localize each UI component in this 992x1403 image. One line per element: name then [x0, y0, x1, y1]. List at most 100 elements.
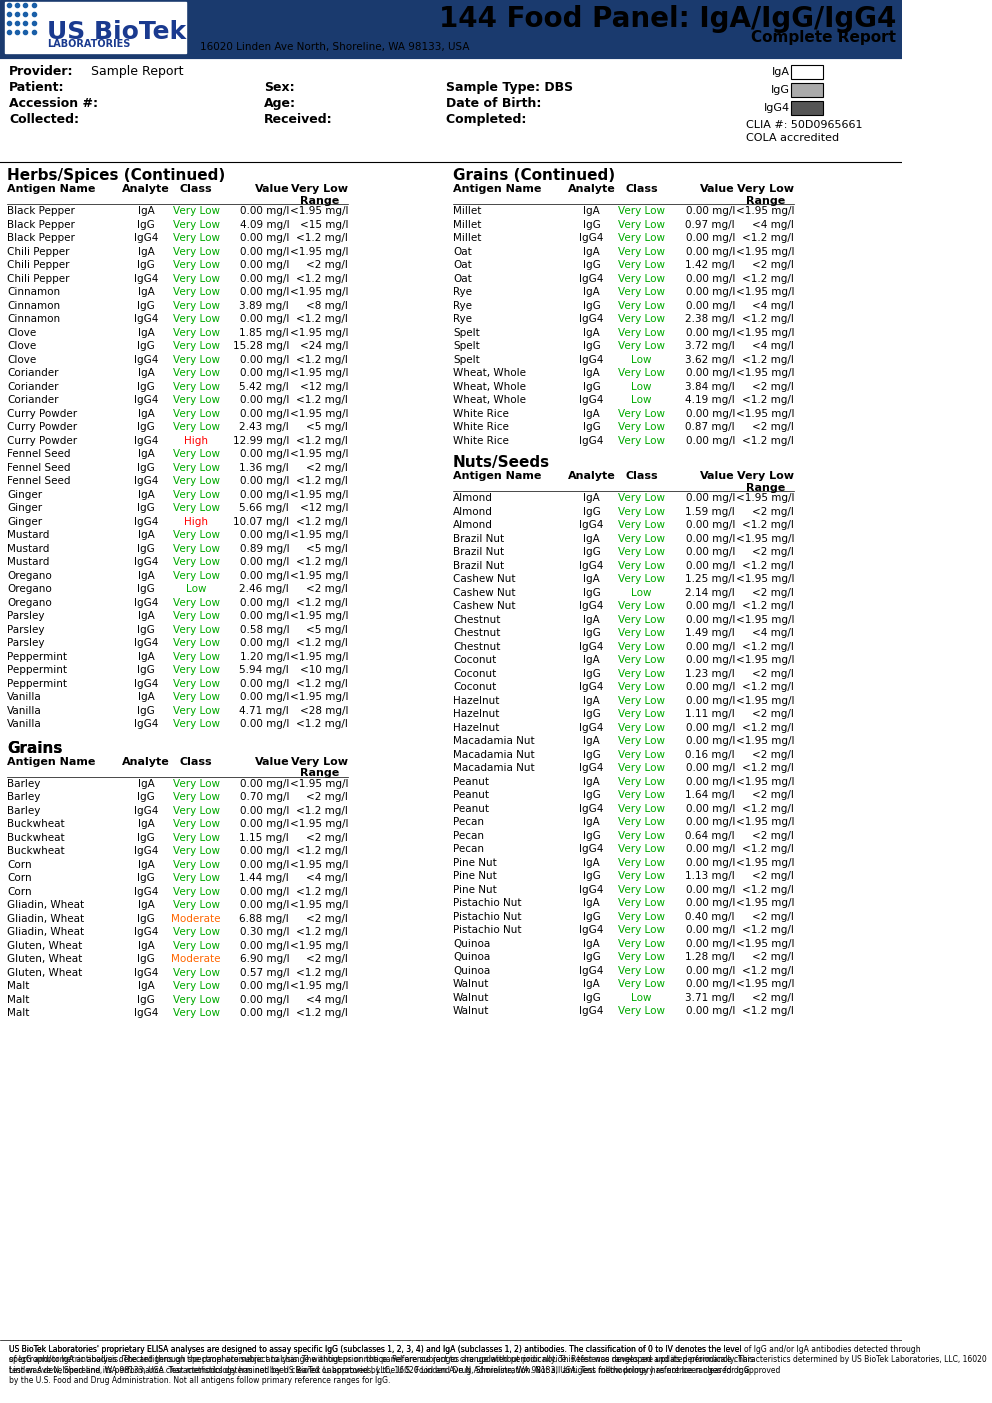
Text: Gluten, Wheat: Gluten, Wheat [7, 940, 82, 950]
Text: <1.95 mg/l: <1.95 mg/l [290, 779, 348, 788]
Text: Very Low: Very Low [618, 422, 666, 432]
Text: 1.42 mg/l: 1.42 mg/l [685, 260, 735, 269]
Text: Very Low: Very Low [173, 327, 219, 338]
Text: <1.95 mg/l: <1.95 mg/l [290, 819, 348, 829]
Text: US BioTek Laboratories' proprietary ELISA analyses are designed to assay specifi: US BioTek Laboratories' proprietary ELIS… [9, 1345, 781, 1385]
Text: Very Low: Very Low [618, 804, 666, 814]
Text: Grains (Continued): Grains (Continued) [453, 168, 615, 182]
Text: 0.00 mg/l: 0.00 mg/l [685, 288, 735, 297]
Text: Fennel Seed: Fennel Seed [7, 463, 70, 473]
Text: Very Low: Very Low [618, 629, 666, 638]
Text: Age:: Age: [264, 97, 296, 109]
Text: White Rice: White Rice [453, 435, 509, 446]
Text: <1.95 mg/l: <1.95 mg/l [735, 817, 794, 826]
Text: Quinoa: Quinoa [453, 939, 490, 948]
Text: Class: Class [180, 184, 212, 194]
Text: Antigen Name: Antigen Name [453, 184, 542, 194]
Text: Peppermint: Peppermint [7, 679, 67, 689]
Text: IgA: IgA [138, 651, 155, 661]
Text: <1.2 mg/l: <1.2 mg/l [297, 718, 348, 730]
Text: 1.64 mg/l: 1.64 mg/l [685, 790, 735, 800]
Text: IgG: IgG [583, 749, 600, 759]
Text: 0.89 mg/l: 0.89 mg/l [240, 543, 290, 554]
Text: 6.88 mg/l: 6.88 mg/l [239, 913, 290, 923]
Text: IgG4: IgG4 [579, 521, 604, 530]
Text: IgG4: IgG4 [134, 396, 158, 405]
Text: IgG4: IgG4 [134, 1007, 158, 1019]
Text: Very Low: Very Low [618, 219, 666, 230]
Text: IgA: IgA [138, 206, 155, 216]
Text: Very Low: Very Low [173, 805, 219, 815]
Text: 12.99 mg/l: 12.99 mg/l [233, 435, 290, 446]
Text: IgG4: IgG4 [134, 968, 158, 978]
Text: IgG4: IgG4 [134, 927, 158, 937]
Text: 3.62 mg/l: 3.62 mg/l [685, 355, 735, 365]
Text: <28 mg/l: <28 mg/l [300, 706, 348, 716]
Text: 0.70 mg/l: 0.70 mg/l [240, 793, 290, 803]
Text: IgA: IgA [138, 490, 155, 499]
Text: Sex:: Sex: [264, 81, 295, 94]
Text: Peanut: Peanut [453, 790, 489, 800]
Text: IgG: IgG [137, 219, 155, 230]
Text: <2 mg/l: <2 mg/l [752, 871, 794, 881]
Text: 1.28 mg/l: 1.28 mg/l [685, 953, 735, 962]
Text: Low: Low [632, 396, 652, 405]
Text: IgG: IgG [583, 506, 600, 516]
Text: <1.2 mg/l: <1.2 mg/l [297, 887, 348, 897]
Text: 0.00 mg/l: 0.00 mg/l [685, 435, 735, 446]
Text: Very Low: Very Low [618, 763, 666, 773]
Text: <1.2 mg/l: <1.2 mg/l [742, 763, 794, 773]
Text: Very Low: Very Low [618, 368, 666, 377]
Text: IgG: IgG [137, 624, 155, 634]
Text: IgG4: IgG4 [579, 845, 604, 854]
Text: Very Low: Very Low [618, 300, 666, 310]
Text: <24 mg/l: <24 mg/l [300, 341, 348, 351]
Text: 0.00 mg/l: 0.00 mg/l [240, 805, 290, 815]
Text: <1.2 mg/l: <1.2 mg/l [742, 561, 794, 571]
Text: 2.43 mg/l: 2.43 mg/l [239, 422, 290, 432]
Text: IgG: IgG [583, 300, 600, 310]
Text: <1.95 mg/l: <1.95 mg/l [290, 368, 348, 377]
Text: Very Low: Very Low [173, 396, 219, 405]
Text: <2 mg/l: <2 mg/l [307, 954, 348, 964]
Text: IgA: IgA [583, 737, 600, 746]
Text: High: High [184, 516, 208, 526]
Text: Walnut: Walnut [453, 992, 489, 1003]
Text: IgG: IgG [137, 504, 155, 513]
Text: 1.44 mg/l: 1.44 mg/l [239, 873, 290, 882]
Text: Value: Value [700, 471, 735, 481]
Text: <1.2 mg/l: <1.2 mg/l [297, 396, 348, 405]
Text: Very Low: Very Low [173, 368, 219, 377]
Text: Peppermint: Peppermint [7, 665, 67, 675]
Text: Coconut: Coconut [453, 655, 496, 665]
Text: Walnut: Walnut [453, 979, 489, 989]
Text: <1.95 mg/l: <1.95 mg/l [735, 696, 794, 706]
Text: 144 Food Panel: IgA/IgG/IgG4: 144 Food Panel: IgA/IgG/IgG4 [438, 6, 896, 34]
Text: <1.95 mg/l: <1.95 mg/l [290, 571, 348, 581]
Text: 0.16 mg/l: 0.16 mg/l [685, 749, 735, 759]
Text: IgG: IgG [583, 382, 600, 391]
Text: 0.00 mg/l: 0.00 mg/l [685, 776, 735, 787]
Text: Very Low: Very Low [173, 382, 219, 391]
Text: CLIA #: 50D0965661: CLIA #: 50D0965661 [746, 121, 862, 130]
Text: 0.00 mg/l: 0.00 mg/l [685, 655, 735, 665]
Text: Hazelnut: Hazelnut [453, 696, 499, 706]
Text: 0.00 mg/l: 0.00 mg/l [240, 819, 290, 829]
Text: IgA: IgA [138, 368, 155, 377]
Text: Very Low: Very Low [173, 247, 219, 257]
Text: <2 mg/l: <2 mg/l [752, 588, 794, 598]
Text: 0.00 mg/l: 0.00 mg/l [685, 206, 735, 216]
Text: <1.2 mg/l: <1.2 mg/l [297, 1007, 348, 1019]
Text: 0.00 mg/l: 0.00 mg/l [685, 600, 735, 610]
Text: 0.00 mg/l: 0.00 mg/l [685, 845, 735, 854]
Text: Very Low: Very Low [618, 925, 666, 934]
Text: 0.00 mg/l: 0.00 mg/l [240, 846, 290, 856]
Text: Very Low: Very Low [173, 651, 219, 661]
Text: IgA: IgA [138, 530, 155, 540]
Text: 0.00 mg/l: 0.00 mg/l [240, 260, 290, 269]
Text: 0.00 mg/l: 0.00 mg/l [240, 476, 290, 485]
Text: Mustard: Mustard [7, 530, 50, 540]
Text: IgG4: IgG4 [134, 718, 158, 730]
Text: Cinnamon: Cinnamon [7, 314, 61, 324]
Text: Analyte: Analyte [122, 756, 170, 766]
